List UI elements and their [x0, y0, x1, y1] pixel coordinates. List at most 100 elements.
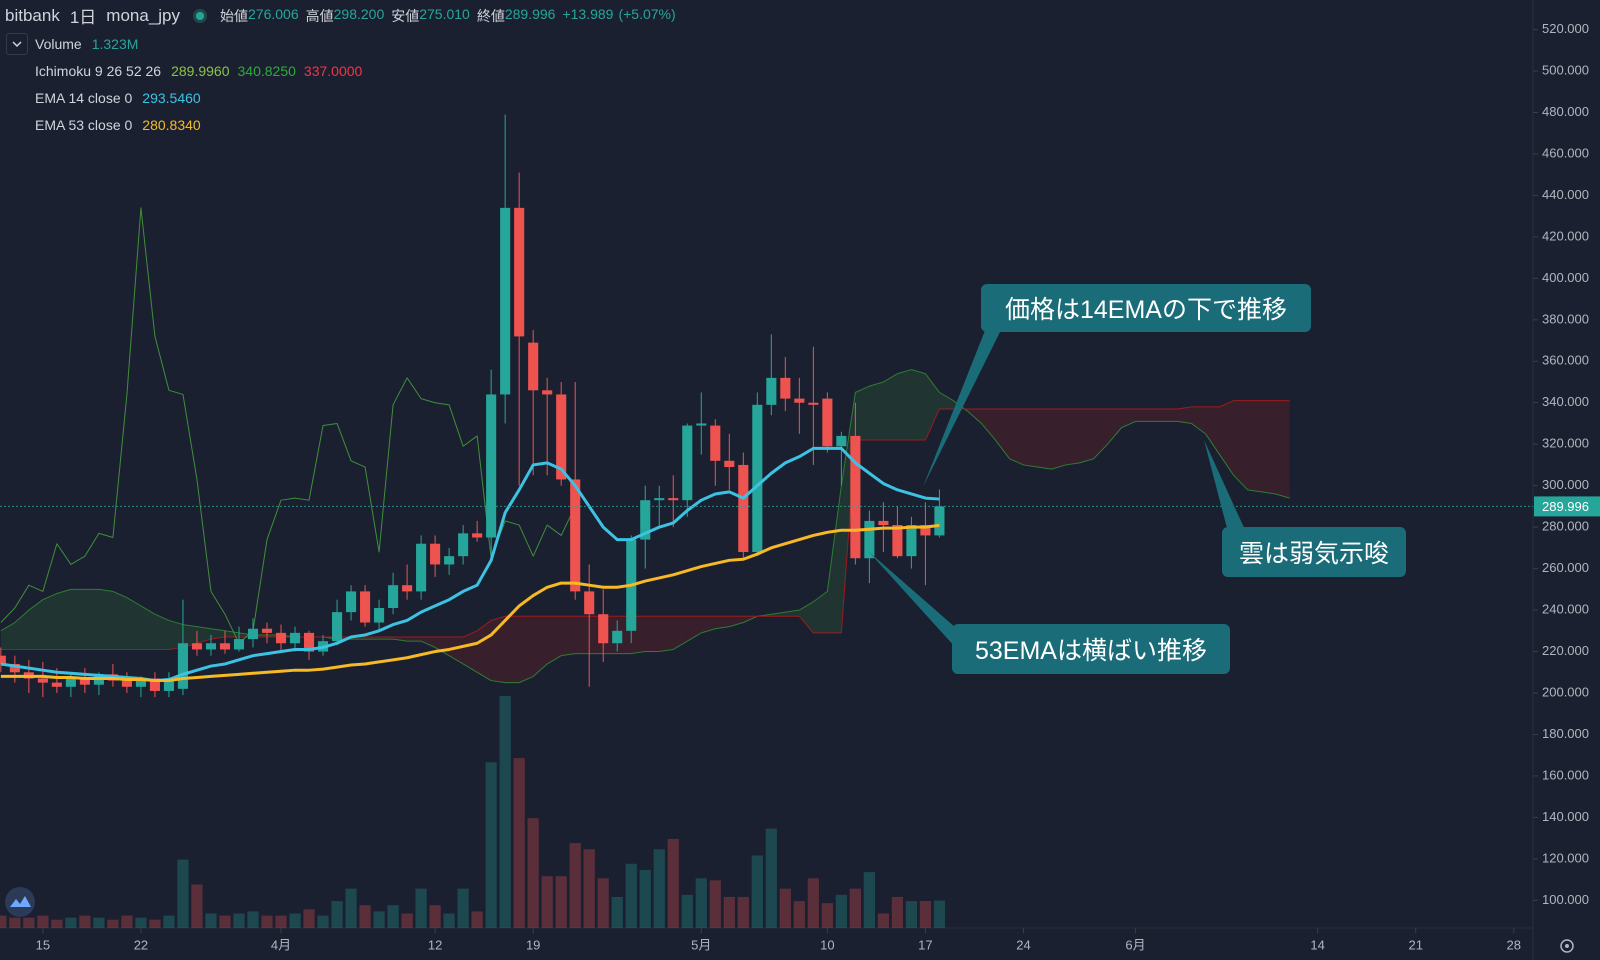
volume-bar — [625, 863, 637, 928]
volume-bar — [429, 905, 441, 928]
legend-value: 1.323M — [91, 35, 139, 52]
cloud-segment — [1037, 408, 1052, 470]
volume-bar — [569, 843, 581, 928]
y-tick-label: 380.000 — [1542, 311, 1589, 326]
cloud-segment — [939, 392, 954, 409]
volume-bar — [555, 876, 567, 928]
cloud-segment — [1191, 406, 1206, 434]
x-tick-label: 4月 — [271, 937, 291, 952]
volume-bar — [499, 696, 511, 928]
cloud-segment — [1107, 408, 1122, 445]
cloud-segment — [1065, 408, 1080, 465]
candle-body — [794, 398, 805, 403]
candle-body — [388, 585, 399, 608]
legend-value: 340.8250 — [237, 62, 296, 79]
y-tick-label: 520.000 — [1542, 21, 1589, 36]
cloud-segment — [1149, 408, 1164, 422]
span-a-line — [0, 369, 1290, 684]
volume-bar — [723, 896, 735, 928]
candle-body — [864, 520, 875, 559]
cloud-segment — [505, 616, 520, 683]
legend-row: EMA 53 close 0 280.8340 — [6, 111, 370, 138]
legend: Volume 1.323M Ichimoku 9 26 52 26 289.99… — [6, 30, 370, 138]
volume-bar — [205, 913, 217, 928]
volume-bar — [303, 909, 315, 928]
volume-bar — [835, 894, 847, 928]
candle-body — [177, 643, 188, 689]
candle-body — [65, 678, 76, 687]
volume-bar — [65, 917, 77, 928]
y-tick-label: 240.000 — [1542, 602, 1589, 617]
cloud-segment — [883, 373, 898, 441]
exchange: bitbank — [5, 5, 60, 25]
cloud-segment — [869, 382, 884, 441]
candle-body — [205, 643, 217, 650]
cloud-segment — [210, 628, 225, 640]
candle-body — [430, 543, 441, 565]
cloud-segment — [393, 637, 408, 642]
cloud-segment — [1233, 400, 1248, 490]
y-tick-label: 340.000 — [1542, 394, 1589, 409]
volume-bar — [373, 911, 385, 928]
candle-body — [836, 435, 847, 447]
legend-label: EMA 14 close 0 — [35, 89, 133, 106]
candle-body — [514, 207, 525, 337]
volume-bar — [485, 762, 497, 928]
candle-body — [275, 632, 287, 644]
candle-body — [892, 525, 903, 557]
cloud-segment — [112, 591, 127, 650]
volume-bar — [93, 917, 105, 928]
cloud-segment — [407, 637, 422, 642]
cloud-segment — [154, 614, 169, 650]
legend-value: 293.5460 — [142, 89, 201, 106]
candle-body — [9, 663, 20, 673]
candle-body — [696, 423, 707, 426]
collapse-button[interactable] — [6, 33, 28, 55]
candle-body — [780, 377, 791, 399]
volume-bar — [135, 917, 147, 928]
y-tick-label: 480.000 — [1542, 104, 1589, 119]
cloud-segment — [98, 589, 113, 650]
volume-bar — [247, 911, 259, 928]
volume-bar — [415, 888, 427, 928]
cloud-segment — [799, 601, 814, 633]
candle-body — [738, 464, 749, 553]
candle-body — [374, 607, 385, 623]
cloud-segment — [463, 630, 478, 673]
volume-bar — [401, 913, 413, 928]
volume-bar — [919, 901, 932, 928]
x-tick-label: 21 — [1408, 937, 1422, 952]
cloud-segment — [196, 626, 211, 644]
candle-body — [906, 525, 917, 557]
volume-bar — [583, 849, 595, 928]
candle-body — [163, 678, 174, 691]
cloud-segment — [813, 591, 828, 633]
volume-bar — [513, 758, 525, 928]
volume-bar — [737, 896, 749, 928]
legend-value: 280.8340 — [142, 116, 201, 133]
x-tick-label: 15 — [36, 937, 50, 952]
cloud-segment — [701, 616, 716, 633]
volume-bar — [331, 901, 343, 928]
volume-bar — [695, 878, 707, 928]
plot-area — [0, 114, 1290, 928]
candle-body — [346, 591, 357, 613]
interval[interactable]: 1日 — [69, 8, 97, 27]
y-tick-label: 260.000 — [1542, 560, 1589, 575]
volume-bar — [317, 915, 329, 928]
candle-body — [640, 500, 651, 540]
symbol[interactable]: mona_jpy — [106, 5, 181, 25]
candle-body — [486, 394, 497, 538]
cloud-segment — [687, 616, 702, 642]
legend-row: Volume 1.323M — [6, 30, 370, 57]
x-tick-label: 22 — [134, 937, 148, 952]
y-tick-label: 400.000 — [1542, 270, 1589, 285]
last-price-label: 289.996 — [1542, 499, 1589, 514]
candle-body — [233, 639, 245, 650]
ohlc-label: 始値 — [220, 7, 249, 24]
candle-body — [612, 630, 623, 644]
change-value: +13.989 — [562, 5, 614, 22]
cloud-segment — [1261, 400, 1276, 494]
settings-icon[interactable] — [1560, 939, 1574, 953]
